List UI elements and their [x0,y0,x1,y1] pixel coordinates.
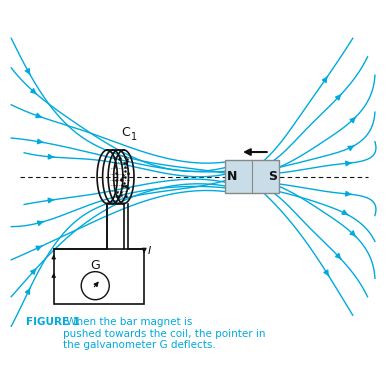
Text: S: S [268,170,277,183]
Text: C: C [121,126,130,139]
FancyBboxPatch shape [225,160,279,193]
Text: G: G [90,259,100,272]
Bar [54,249,144,304]
Text: When the bar magnet is
pushed towards the coil, the pointer in
the galvanometer : When the bar magnet is pushed towards th… [63,317,265,350]
Text: N: N [227,170,237,183]
Text: I: I [148,246,151,256]
Text: 1: 1 [131,132,137,142]
Text: FIGURE 1: FIGURE 1 [26,317,80,327]
